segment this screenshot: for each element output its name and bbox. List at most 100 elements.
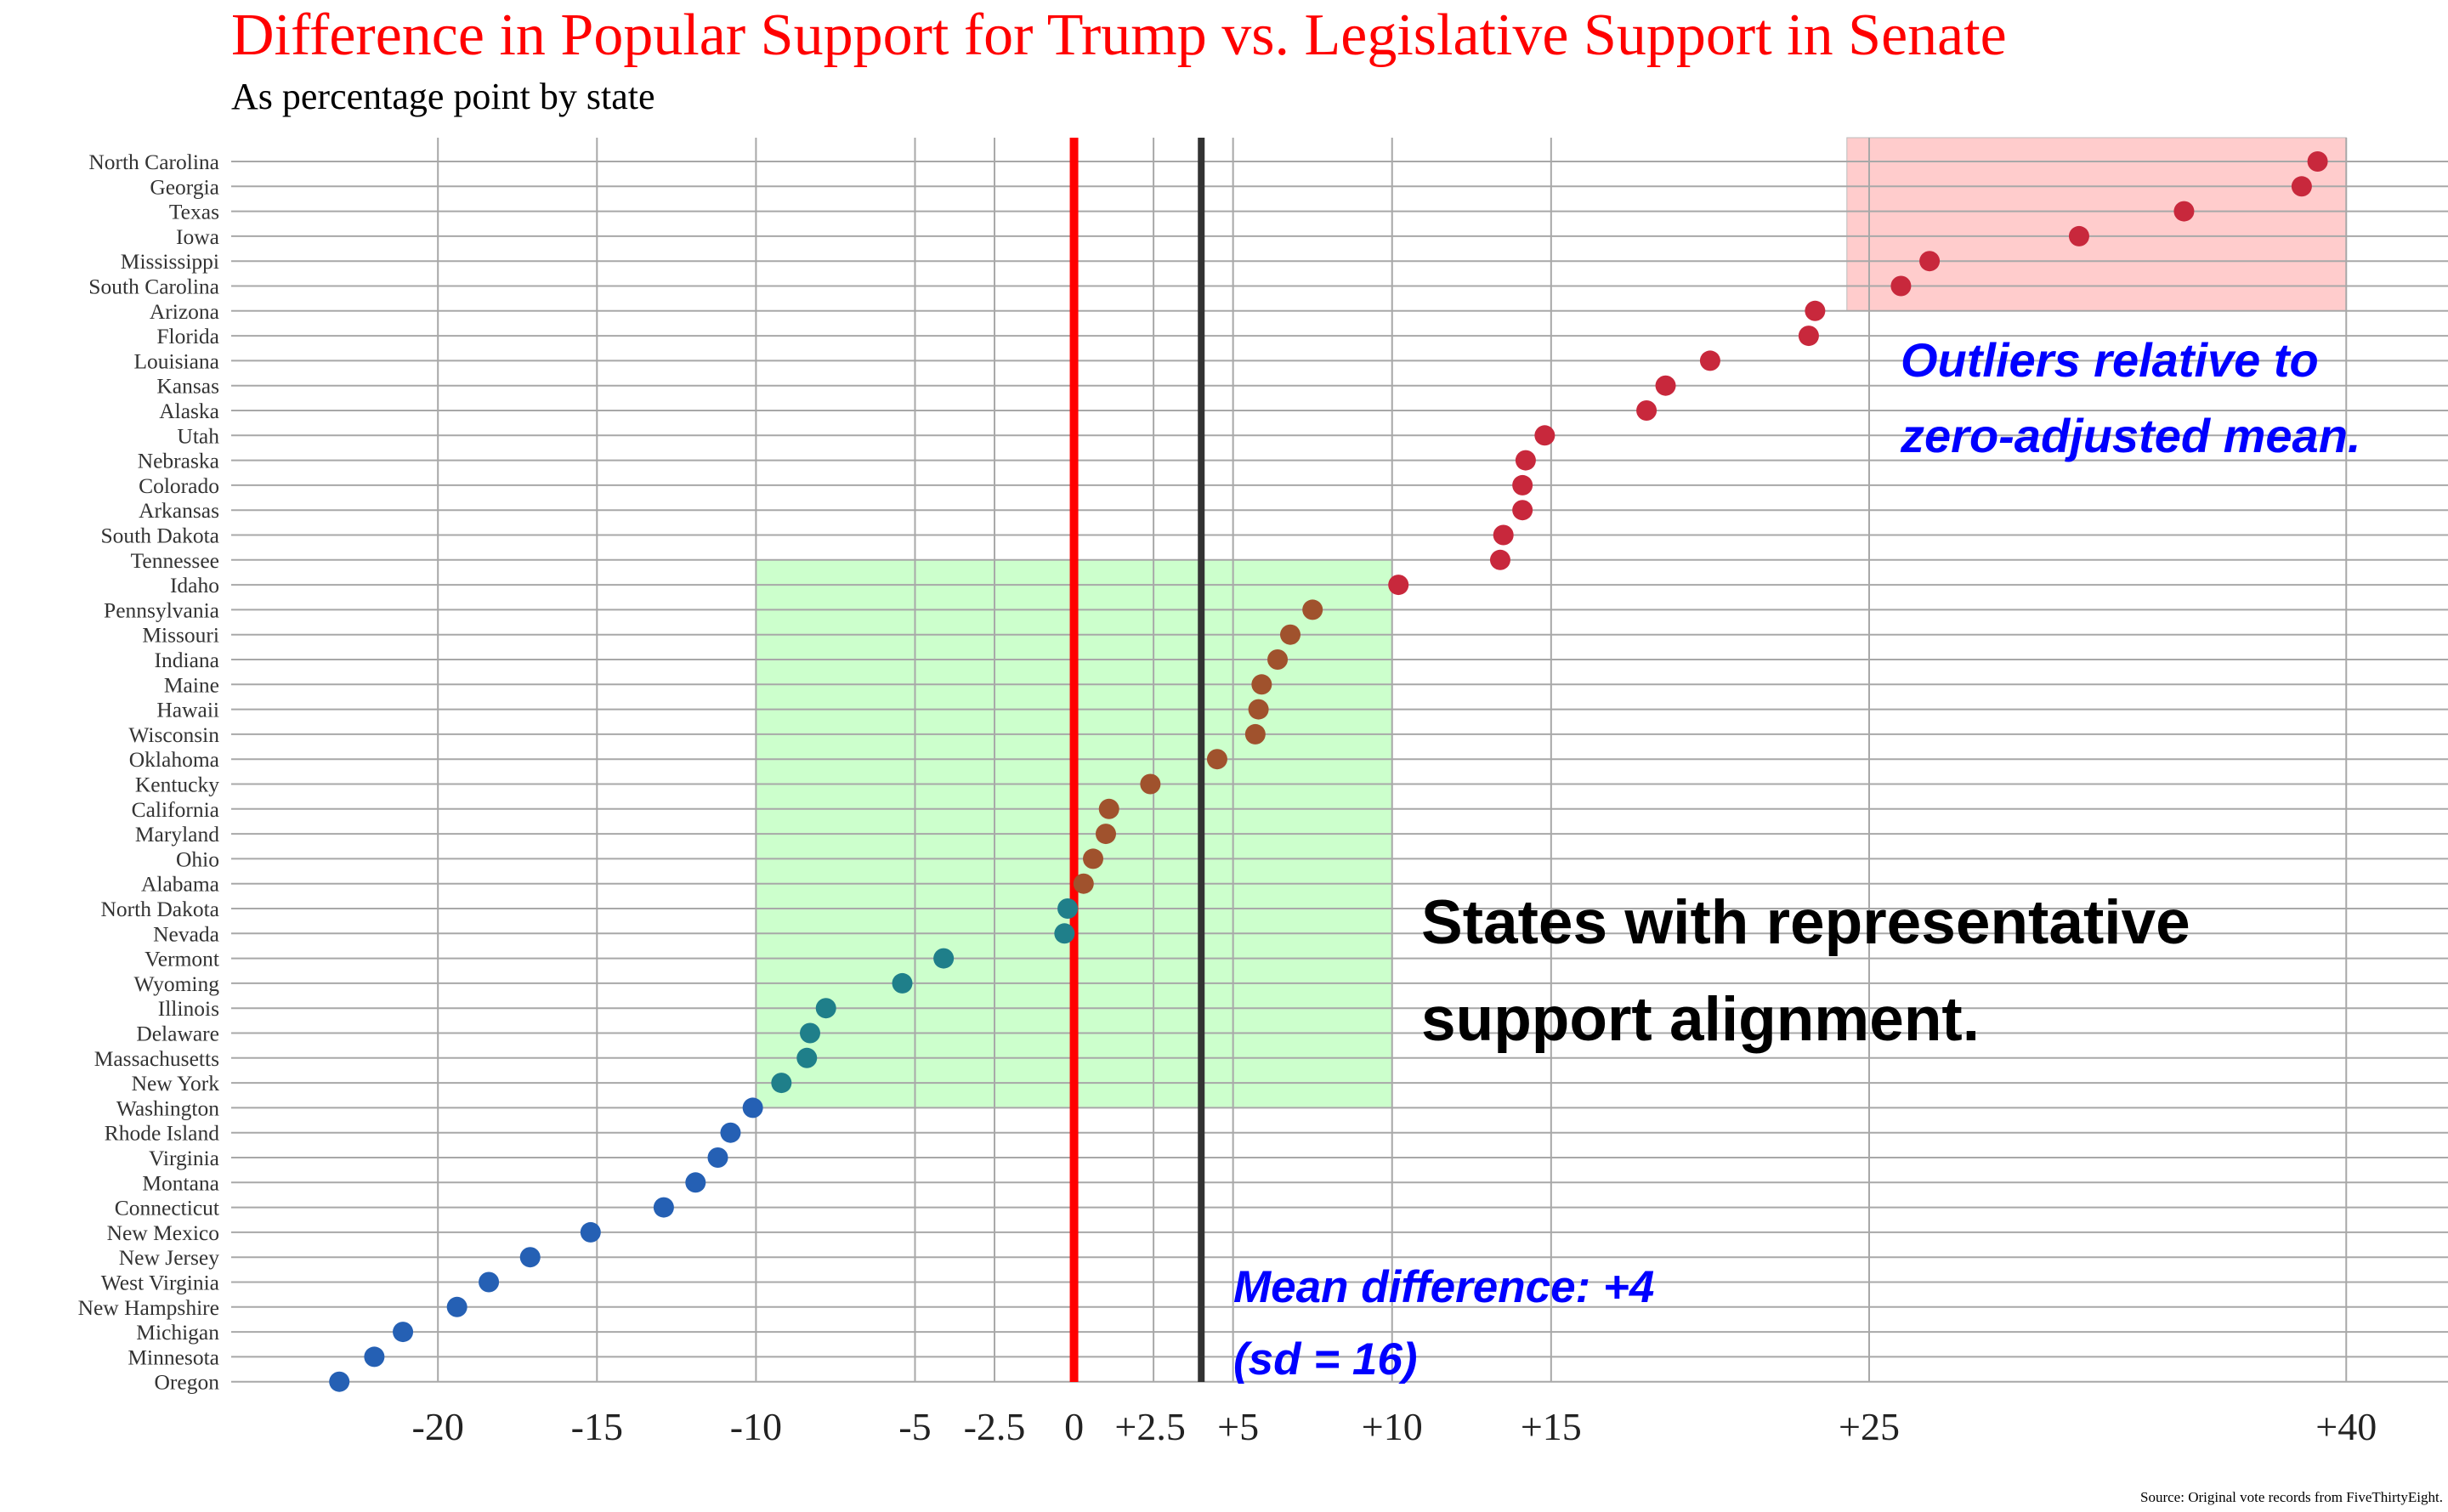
state-dot xyxy=(720,1122,741,1143)
state-dot xyxy=(1515,450,1536,471)
state-label: West Virginia xyxy=(101,1271,219,1295)
state-dot xyxy=(1512,474,1533,496)
state-label: Washington xyxy=(116,1096,219,1120)
state-label: Ohio xyxy=(176,847,219,871)
state-dot xyxy=(1140,773,1161,795)
state-label: Oklahoma xyxy=(129,747,219,772)
state-dot xyxy=(2173,201,2195,222)
state-dot xyxy=(519,1247,541,1268)
x-tick-label: +2.5 xyxy=(1114,1405,1185,1448)
state-label: New York xyxy=(132,1071,220,1096)
state-label: North Dakota xyxy=(100,897,219,921)
state-dot xyxy=(1098,798,1119,819)
x-axis-tick-labels: -20 -15 -10 -5 -2.5 0 +2.5 +5 +10 +15 +25 +40 xyxy=(412,1405,2377,1448)
state-dot xyxy=(742,1097,763,1118)
state-label: Utah xyxy=(177,423,219,448)
y-axis-state-labels: North CarolinaGeorgiaTexasIowaMississipp… xyxy=(78,150,220,1395)
state-dot xyxy=(1805,300,1826,321)
state-label: Mississippi xyxy=(121,249,219,274)
state-dot xyxy=(2068,225,2089,246)
chart-title: Difference in Popular Support for Trump … xyxy=(231,3,2007,68)
state-dot xyxy=(1251,674,1272,695)
state-label: Arkansas xyxy=(139,498,219,523)
state-label: Connecticut xyxy=(115,1196,219,1220)
state-dot xyxy=(1890,275,1912,297)
state-dot xyxy=(1919,251,1941,272)
state-dot xyxy=(653,1197,674,1218)
state-label: Tennessee xyxy=(131,548,219,573)
state-dot xyxy=(796,1047,818,1068)
state-label: Florida xyxy=(156,324,219,348)
state-label: Maryland xyxy=(135,822,219,847)
state-dot xyxy=(1302,599,1323,620)
state-label: South Dakota xyxy=(100,524,219,548)
state-label: Wisconsin xyxy=(128,722,219,747)
x-tick-label: -10 xyxy=(730,1405,782,1448)
state-dot xyxy=(1280,624,1301,645)
x-tick-label: +25 xyxy=(1839,1405,1900,1448)
state-label: New Jersey xyxy=(119,1245,219,1270)
state-label: Delaware xyxy=(136,1022,219,1046)
data-points xyxy=(329,151,2328,1392)
state-dot xyxy=(933,948,955,969)
state-label: Montana xyxy=(142,1170,219,1195)
state-label: Kansas xyxy=(156,374,219,399)
chart-subtitle: As percentage point by state xyxy=(231,76,655,117)
state-label: Alabama xyxy=(141,872,219,897)
state-dot xyxy=(1388,575,1409,596)
x-tick-label: +10 xyxy=(1362,1405,1423,1448)
state-label: Oregon xyxy=(155,1370,220,1395)
state-label: New Hampshire xyxy=(78,1295,219,1320)
state-dot xyxy=(685,1172,706,1193)
x-tick-label: +15 xyxy=(1521,1405,1582,1448)
aligned-annotation-line1: States with representative xyxy=(1421,888,2190,957)
x-tick-label: -2.5 xyxy=(964,1405,1026,1448)
state-dot xyxy=(799,1022,820,1044)
state-dot xyxy=(892,972,913,994)
outliers-annotation-line1: Outliers relative to xyxy=(1901,333,2319,387)
x-tick-label: -5 xyxy=(898,1405,931,1448)
state-label: Nevada xyxy=(153,921,219,946)
state-label: Pennsylvania xyxy=(104,597,219,622)
x-tick-label: -20 xyxy=(412,1405,464,1448)
state-label: Michigan xyxy=(136,1320,219,1345)
state-label: New Mexico xyxy=(107,1220,219,1245)
state-label: Alaska xyxy=(159,399,219,423)
state-dot xyxy=(1699,350,1720,371)
state-dot xyxy=(1655,375,1676,396)
state-label: Kentucky xyxy=(135,773,219,797)
state-label: Georgia xyxy=(150,174,219,199)
state-dot xyxy=(1095,824,1116,845)
state-label: Texas xyxy=(169,200,219,224)
state-label: Virginia xyxy=(149,1146,219,1170)
state-label: Minnesota xyxy=(128,1345,219,1369)
state-dot xyxy=(1798,326,1819,347)
state-dot xyxy=(707,1147,728,1168)
state-dot xyxy=(393,1322,414,1343)
state-dot xyxy=(771,1073,792,1094)
state-dot xyxy=(1534,425,1556,446)
state-dot xyxy=(2291,176,2312,197)
x-tick-label: -15 xyxy=(571,1405,623,1448)
outliers-annotation-line2: zero-adjusted mean. xyxy=(1900,409,2360,462)
state-label: Colorado xyxy=(139,473,219,498)
state-dot xyxy=(1248,699,1269,720)
state-label: Missouri xyxy=(142,623,219,648)
state-label: Louisiana xyxy=(133,348,219,373)
mean-annotation-line1: Mean difference: +4 xyxy=(1233,1262,1654,1312)
state-dot xyxy=(1512,500,1533,521)
state-label: Rhode Island xyxy=(105,1121,220,1146)
mean-annotation-line2: (sd = 16) xyxy=(1233,1334,1418,1385)
state-dot xyxy=(1489,549,1510,570)
state-dot xyxy=(446,1296,468,1317)
state-dot xyxy=(1083,848,1104,869)
state-dot xyxy=(1636,400,1658,421)
state-label: Wyoming xyxy=(134,971,220,996)
x-tick-label: +40 xyxy=(2315,1405,2377,1448)
state-label: Idaho xyxy=(170,573,219,597)
state-dot xyxy=(1267,649,1289,670)
state-dot xyxy=(1054,923,1075,944)
state-dot xyxy=(479,1271,500,1293)
state-label: California xyxy=(132,797,219,822)
